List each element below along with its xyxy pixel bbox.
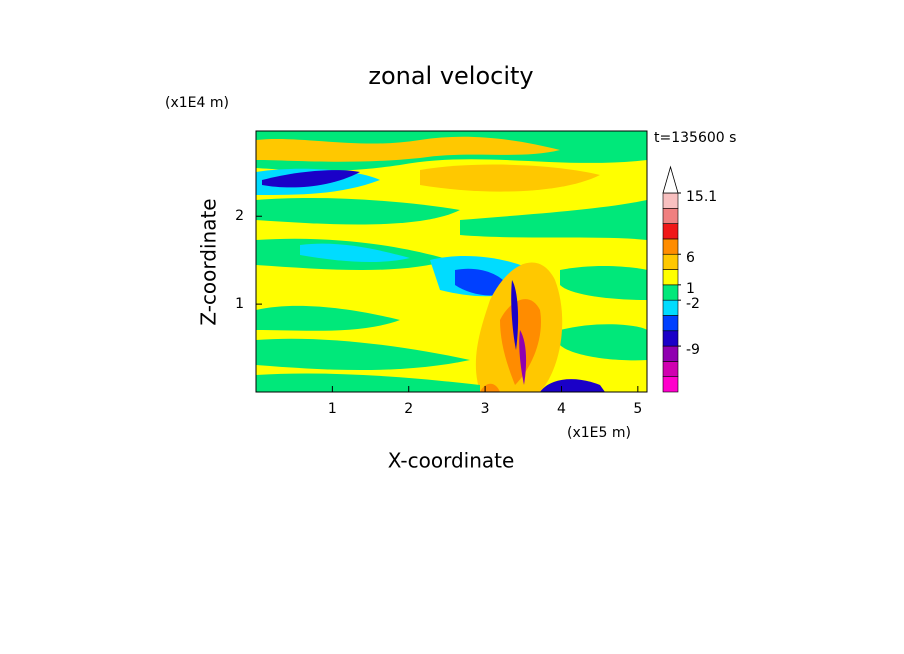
y-tick-label: 1 (235, 296, 244, 312)
x-tick-label: 2 (404, 401, 413, 417)
x-tick-label: 5 (633, 401, 642, 417)
colorbar-band (662, 299, 679, 316)
colorbar-band (662, 192, 679, 209)
colorbar-tick-label: -2 (686, 296, 700, 312)
colorbar-band (662, 376, 679, 393)
colorbar-tick-label: 1 (686, 281, 695, 297)
annotation: t=135600 s (654, 130, 736, 146)
colorbar-band (662, 253, 679, 270)
colorbar-band (662, 238, 679, 255)
contour-field (256, 131, 647, 392)
x-axis-label: X-coordinate (388, 449, 515, 473)
x-unit-label: (x1E5 m) (567, 425, 631, 441)
x-tick-label: 1 (328, 401, 337, 417)
colorbar-band (662, 315, 679, 332)
plot-frame (255, 130, 648, 393)
x-tick-label: 4 (557, 401, 566, 417)
colorbar-band (662, 208, 679, 224)
x-tick-label: 3 (481, 401, 490, 417)
colorbar-band (662, 269, 679, 286)
colorbar-band (662, 361, 679, 377)
colorbar-band (662, 284, 679, 301)
colorbar-tick-label: 15.1 (686, 189, 717, 205)
chart-title: zonal velocity (368, 62, 533, 90)
y-axis-label: Z-coordinate (197, 198, 221, 325)
y-tick-label: 2 (235, 208, 244, 224)
colorbar-band (662, 223, 679, 240)
colorbar-band (662, 345, 679, 362)
y-unit-label: (x1E4 m) (165, 95, 229, 111)
colorbar-extension (662, 165, 679, 194)
colorbar-tick-label: -9 (686, 342, 700, 358)
colorbar-band (662, 330, 679, 347)
colorbar-tick-label: 6 (686, 250, 695, 266)
